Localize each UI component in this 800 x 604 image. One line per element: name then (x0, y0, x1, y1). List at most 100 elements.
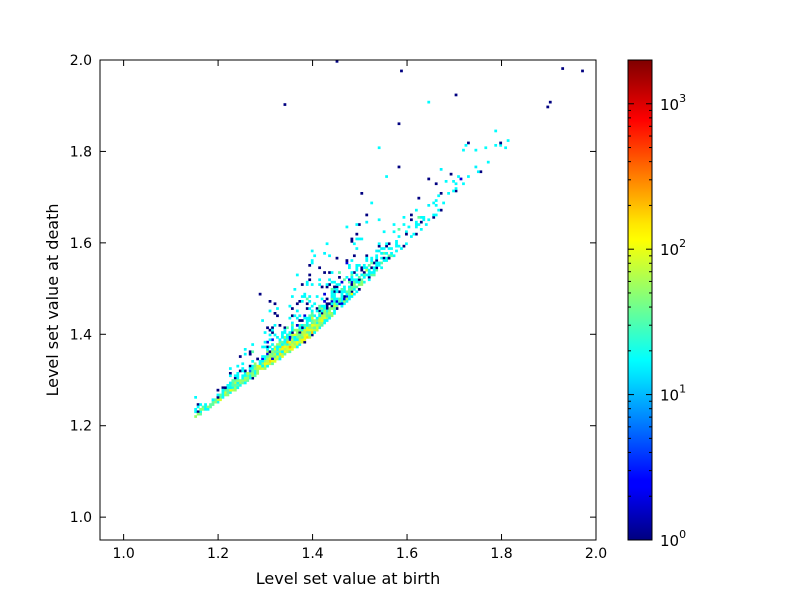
heatmap-cell (290, 326, 294, 330)
heatmap-cell (268, 357, 272, 361)
heatmap-cell (367, 264, 371, 267)
heatmap-cell (375, 264, 379, 267)
heatmap-cell (303, 333, 307, 337)
heatmap-cell (385, 259, 388, 262)
heatmap-cell (308, 336, 312, 339)
heatmap-cell (333, 288, 336, 291)
heatmap-cell (308, 314, 312, 318)
heatmap-cell (345, 290, 349, 294)
heatmap-cell (298, 300, 302, 303)
heatmap-cell (283, 336, 287, 339)
heatmap-cell (340, 295, 344, 298)
heatmap-cell (392, 230, 396, 234)
heatmap-cell (258, 367, 262, 370)
heatmap-cell (315, 295, 319, 298)
heatmap-cell (348, 295, 351, 298)
heatmap-cell (241, 362, 245, 366)
heatmap-cell (300, 331, 304, 334)
heatmap-cell (333, 280, 336, 284)
heatmap-cell (281, 333, 284, 337)
heatmap-cell (561, 67, 565, 70)
y-tick-label: 1.4 (70, 327, 92, 343)
heatmap-cell (293, 338, 297, 342)
heatmap-cell (298, 338, 302, 342)
heatmap-cell (400, 247, 403, 250)
heatmap-cell (390, 247, 393, 250)
heatmap-cell (283, 348, 287, 351)
heatmap-cell (355, 232, 359, 236)
heatmap-cell (410, 218, 413, 222)
heatmap-cell (365, 259, 369, 262)
heatmap-cell (276, 343, 279, 346)
heatmap-cell (452, 189, 455, 193)
heatmap-cell (298, 328, 302, 332)
heatmap-cell (236, 384, 240, 387)
heatmap-cell (333, 304, 336, 308)
heatmap-cell (290, 340, 294, 344)
y-axis-label: Level set value at death (43, 203, 62, 396)
heatmap-cell (439, 208, 443, 212)
heatmap-cell (462, 182, 465, 186)
heatmap-cell (343, 297, 346, 301)
heatmap-cell (385, 175, 388, 178)
heatmap-cell (313, 319, 317, 322)
heatmap-cell (288, 343, 292, 346)
heatmap-cell (273, 360, 277, 363)
heatmap-cell (263, 367, 267, 370)
heatmap-cell (382, 259, 386, 262)
heatmap-cell (310, 321, 314, 325)
heatmap-cell (293, 314, 297, 318)
heatmap-cell (295, 345, 299, 349)
heatmap-cell (293, 345, 297, 349)
heatmap-cell (345, 261, 349, 265)
heatmap-cell (278, 345, 282, 349)
heatmap-cell (303, 331, 307, 334)
heatmap-cell (333, 300, 336, 303)
heatmap-cell (286, 348, 289, 351)
heatmap-cell (283, 326, 287, 330)
heatmap-cell (370, 256, 374, 260)
heatmap-cell (318, 266, 322, 270)
heatmap-cell (278, 324, 282, 327)
heatmap-cell (290, 307, 294, 310)
x-tick-label: 1.2 (207, 546, 229, 562)
heatmap-cell (211, 403, 215, 406)
heatmap-cell (323, 321, 326, 325)
heatmap-cell (263, 345, 267, 349)
heatmap-cell (308, 307, 312, 310)
heatmap-cell (308, 319, 312, 322)
heatmap-cell (377, 218, 381, 222)
heatmap-cell (305, 328, 309, 332)
heatmap-cell (362, 273, 366, 277)
heatmap-cell (228, 367, 232, 370)
heatmap-cell (323, 271, 326, 274)
heatmap-cell (439, 192, 443, 195)
heatmap-cell (375, 268, 379, 272)
heatmap-cell (263, 357, 267, 361)
heatmap-cell (352, 242, 356, 246)
heatmap-cell (251, 350, 255, 354)
heatmap-cell (350, 259, 354, 262)
heatmap-cell (295, 331, 299, 334)
heatmap-cell (375, 256, 379, 260)
heatmap-cell (320, 304, 324, 308)
heatmap-cell (276, 357, 279, 361)
heatmap-cell (330, 290, 334, 294)
y-tick-label: 1.6 (70, 236, 92, 252)
heatmap-cell (348, 280, 351, 284)
heatmap-cell (330, 295, 334, 298)
heatmap-cell (352, 288, 356, 291)
heatmap-cell (385, 242, 388, 246)
heatmap-cell (375, 249, 379, 253)
heatmap-cell (367, 278, 371, 282)
heatmap-cell (214, 398, 217, 402)
heatmap-cell (315, 316, 319, 320)
heatmap-cell (318, 283, 322, 286)
heatmap-cell (261, 355, 264, 358)
heatmap-cell (271, 360, 274, 363)
heatmap-cell (375, 266, 379, 270)
heatmap-cell (253, 362, 257, 366)
heatmap-cell (330, 288, 334, 291)
heatmap-cell (323, 300, 326, 303)
heatmap-cell (300, 333, 304, 337)
